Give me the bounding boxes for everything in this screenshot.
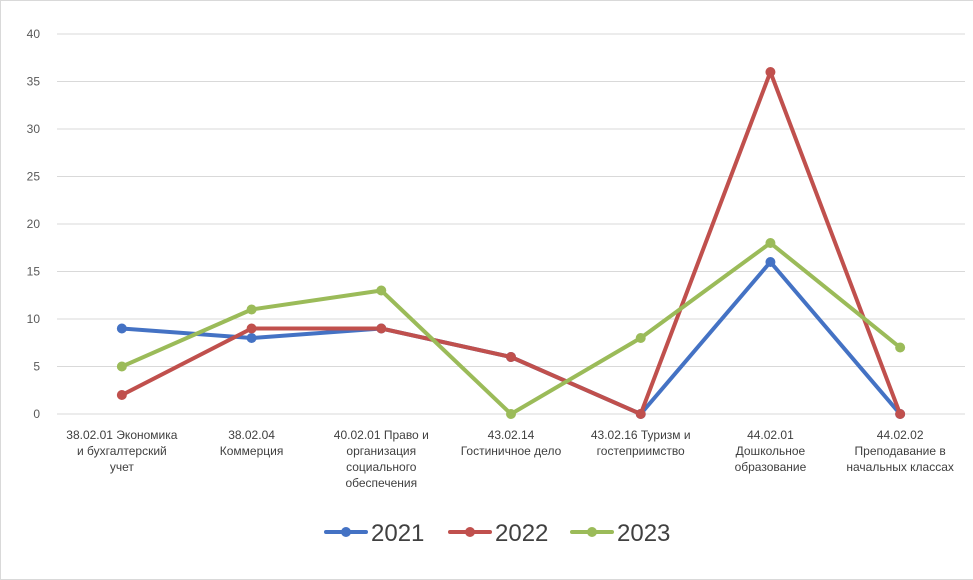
x-category-label-line: Дошкольное: [736, 444, 806, 458]
gridlines: [57, 33, 965, 415]
legend-swatch-marker: [341, 527, 351, 537]
y-tick-label: 40: [27, 27, 41, 41]
series-line-2022: [119, 70, 903, 416]
series-lines: [116, 67, 906, 419]
x-category-label-line: начальных классах: [846, 460, 954, 474]
y-tick-label: 5: [33, 360, 40, 374]
legend-swatch-marker: [465, 527, 475, 537]
x-category-label-line: гостеприимство: [597, 444, 685, 458]
legend-label: 2023: [617, 520, 670, 547]
legend-swatch-marker: [587, 527, 597, 537]
x-category-label-line: Преподавание в: [855, 444, 946, 458]
data-point-2022: [506, 352, 516, 362]
x-category-label-line: социального: [346, 460, 417, 474]
legend-item-2021: 2021: [324, 520, 424, 547]
series-line-2023: [119, 241, 903, 416]
y-axis-tick-labels: 0 5 10 15 20 25 30 35 40: [27, 27, 41, 421]
data-point-2023: [895, 342, 906, 353]
x-category-label-line: образование: [735, 460, 807, 474]
x-category-label-line: Коммерция: [220, 444, 284, 458]
x-category-label-line: 44.02.02: [877, 428, 924, 442]
data-point-2021: [246, 333, 257, 343]
legend: 2021 2022 2023: [324, 520, 670, 547]
data-point-2022: [895, 409, 906, 419]
y-tick-label: 0: [33, 407, 40, 421]
data-point-2022: [765, 67, 776, 77]
data-point-2023: [635, 333, 646, 343]
data-point-2023: [116, 361, 127, 372]
data-point-2022: [635, 409, 646, 419]
legend-label: 2021: [371, 520, 424, 547]
x-category-label-line: Гостиничное дело: [461, 444, 562, 458]
legend-item-2023: 2023: [570, 520, 670, 547]
data-point-2022: [116, 390, 127, 400]
x-category-label: 38.02.01 Экономика и бухгалтерский учет: [66, 428, 177, 474]
y-tick-label: 10: [27, 312, 41, 326]
y-tick-label: 35: [27, 75, 41, 89]
x-category-label-line: организация: [346, 444, 416, 458]
data-point-2021: [765, 257, 776, 267]
x-category-label: 44.02.01 Дошкольное образование: [735, 428, 807, 474]
series-line-2021: [119, 260, 903, 416]
x-category-label-line: и бухгалтерский: [77, 444, 167, 458]
data-point-2023: [376, 285, 387, 296]
x-category-label-line: 44.02.01: [747, 428, 794, 442]
x-category-label: 40.02.01 Право и организация социального об…: [334, 428, 429, 490]
series-2022: [116, 67, 906, 419]
x-category-label-line: 40.02.01 Право и: [334, 428, 429, 442]
data-point-2022: [376, 323, 387, 334]
x-axis-category-labels: 38.02.01 Экономика и бухгалтерский учет38.…: [66, 428, 954, 490]
x-category-label-line: 43.02.16 Туризм и: [591, 428, 691, 442]
y-tick-label: 30: [27, 122, 41, 136]
x-category-label-line: 43.02.14: [488, 428, 535, 442]
y-tick-label: 25: [27, 170, 41, 184]
data-point-2023: [246, 304, 257, 315]
series-2023: [116, 238, 906, 419]
y-tick-label: 15: [27, 265, 41, 279]
x-category-label-line: 38.02.01 Экономика: [66, 428, 177, 442]
data-point-2022: [246, 323, 257, 334]
x-category-label: 43.02.14 Гостиничное дело: [461, 428, 562, 458]
legend-label: 2022: [495, 520, 548, 547]
x-category-label-line: обеспечения: [345, 476, 417, 490]
x-category-label: 38.02.04 Коммерция: [220, 428, 284, 458]
legend-item-2022: 2022: [448, 520, 548, 547]
data-point-2023: [765, 238, 776, 248]
line-chart: 0 5 10 15 20 25 30 35 40 38.02.01 Экономика и бух…: [27, 27, 965, 547]
x-category-label: 44.02.02 Преподавание в начальных классах: [846, 428, 954, 474]
x-category-label-line: 38.02.04: [228, 428, 275, 442]
data-point-2023: [506, 409, 516, 419]
data-point-2021: [116, 323, 127, 334]
x-category-label: 43.02.16 Туризм и гостеприимство: [591, 428, 691, 458]
y-tick-label: 20: [27, 217, 41, 231]
x-category-label-line: учет: [110, 460, 135, 474]
